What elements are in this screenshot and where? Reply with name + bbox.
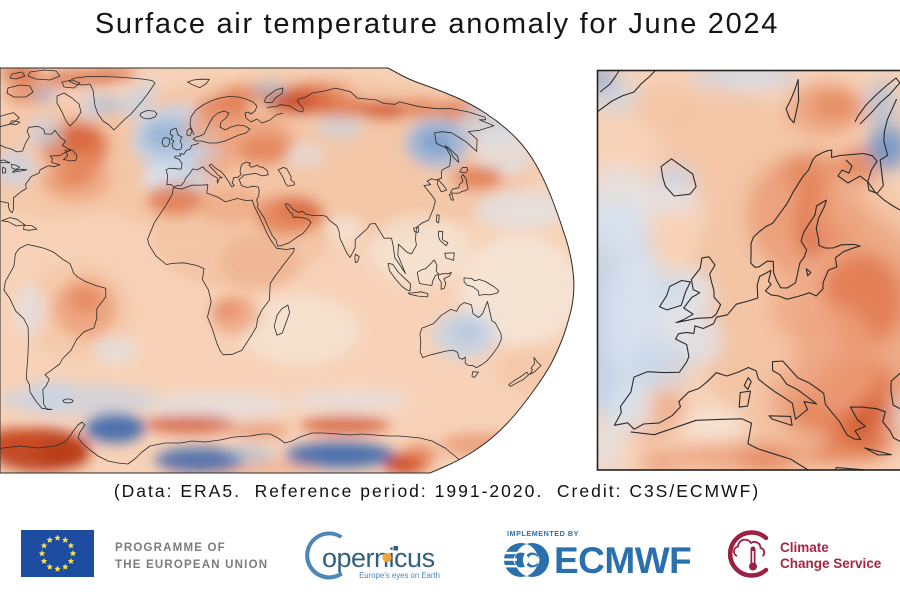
svg-text:PROGRAMME OF: PROGRAMME OF: [115, 542, 226, 554]
svg-text:opernicus: opernicus: [322, 543, 435, 573]
svg-text:THE EUROPEAN UNION: THE EUROPEAN UNION: [115, 559, 268, 571]
svg-text:Climate: Climate: [780, 540, 829, 555]
svg-text:Europe’s eyes on Earth: Europe’s eyes on Earth: [359, 571, 440, 580]
svg-text:IMPLEMENTED BY: IMPLEMENTED BY: [507, 529, 579, 538]
svg-text:(Data: ERA5. Reference period: (Data: ERA5. Reference period: 1991-2020…: [114, 481, 760, 501]
svg-text:Change Service: Change Service: [780, 556, 882, 571]
svg-text:ECMWF: ECMWF: [554, 540, 691, 581]
svg-text:Surface air temperature anomal: Surface air temperature anomaly for June…: [95, 8, 779, 40]
